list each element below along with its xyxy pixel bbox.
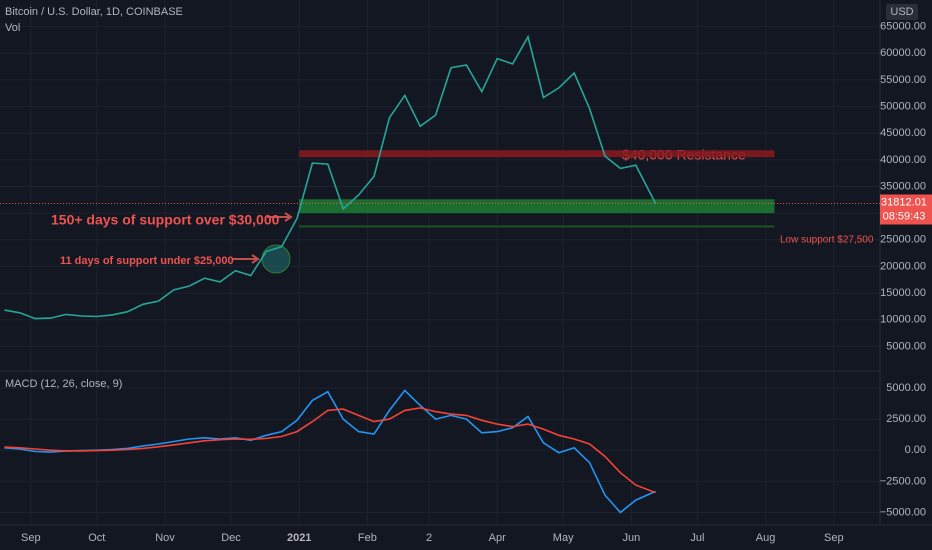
y-tick-label: −5000.00	[880, 506, 926, 518]
y-tick-label: 0.00	[905, 444, 926, 456]
zone	[299, 225, 775, 228]
y-tick-label: 60000.00	[880, 47, 926, 59]
x-tick-label: Sep	[824, 532, 844, 544]
x-tick-label: Feb	[358, 532, 377, 544]
y-tick-label: 5000.00	[886, 382, 926, 394]
x-tick-label: Oct	[88, 532, 105, 544]
x-tick-label: Apr	[489, 532, 506, 544]
y-tick-label: 35000.00	[880, 180, 926, 192]
x-tick-label: 2	[426, 532, 432, 544]
last-price-badge	[880, 194, 932, 225]
y-tick-label: 40000.00	[880, 154, 926, 166]
arrow	[267, 212, 293, 222]
volume-label: Vol	[5, 22, 20, 34]
series-line	[4, 407, 656, 494]
y-tick-label: 2500.00	[886, 413, 926, 425]
annotation: 11 days of support under $25,000	[60, 255, 234, 267]
x-tick-label: Nov	[155, 532, 175, 544]
chart-title: Bitcoin / U.S. Dollar, 1D, COINBASE	[5, 6, 183, 18]
y-tick-label: 55000.00	[880, 74, 926, 86]
y-tick-label: 45000.00	[880, 127, 926, 139]
last-price: 31812.01	[881, 196, 927, 208]
currency: USD	[890, 6, 913, 18]
y-tick-label: −2500.00	[880, 475, 926, 487]
annotation: 150+ days of support over $30,000	[51, 212, 280, 228]
currency-badge	[886, 4, 918, 20]
zone	[299, 199, 775, 214]
x-tick-label: 2021	[287, 532, 311, 544]
x-tick-label: Jun	[623, 532, 641, 544]
y-tick-label: 25000.00	[880, 234, 926, 246]
x-tick-label: Aug	[756, 532, 776, 544]
macd-title: MACD (12, 26, close, 9)	[5, 378, 122, 390]
countdown: 08:59:43	[883, 210, 926, 222]
y-tick-label: 10000.00	[880, 314, 926, 326]
series-line	[4, 34, 657, 320]
y-tick-label: 50000.00	[880, 100, 926, 112]
y-tick-label: 5000.00	[886, 340, 926, 352]
x-tick-label: Dec	[221, 532, 241, 544]
y-tick-label: 65000.00	[880, 21, 926, 33]
zone	[299, 150, 775, 158]
arrow	[233, 254, 260, 264]
annotation: Low support $27,500	[780, 235, 874, 246]
y-tick-label: 15000.00	[880, 287, 926, 299]
x-tick-label: Jul	[690, 532, 704, 544]
y-tick-label: 20000.00	[880, 260, 926, 272]
x-tick-label: May	[553, 532, 574, 544]
x-tick-label: Sep	[21, 532, 41, 544]
